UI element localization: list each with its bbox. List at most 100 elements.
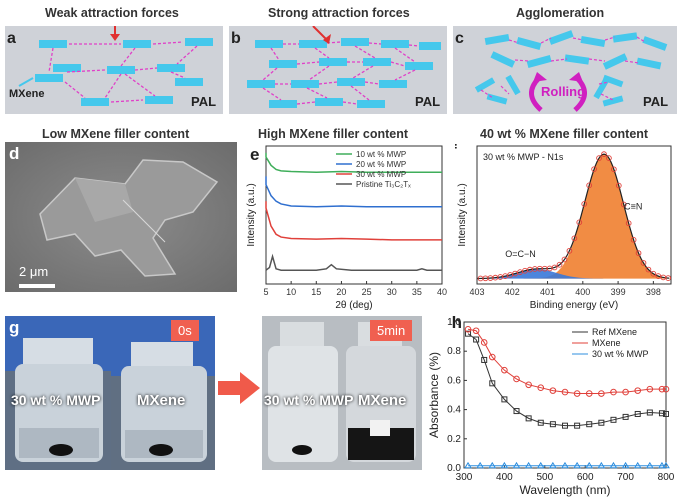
x-tick-label: 500	[536, 472, 553, 483]
data-point	[548, 461, 557, 469]
y-tick-label: 0.4	[447, 405, 461, 416]
xps-chart: 403 402 401 400 399 398 Binding energy (eV) Int…	[455, 142, 672, 310]
bottle-mwp	[5, 316, 111, 470]
absorbance-chart: 300 400 500 600 700 800 0.0 0.2 0.4 0.6 0.8 1.0 Wave…	[428, 316, 675, 497]
data-point	[488, 353, 496, 361]
mxene-flake	[357, 100, 385, 108]
data-point	[645, 266, 652, 273]
y-tick-label: 0.0	[447, 463, 461, 474]
title-agglomeration: Agglomeration	[516, 6, 605, 20]
data-point	[585, 461, 594, 469]
sem-flake	[5, 142, 237, 292]
y-axis-label: Absorbance (%)	[428, 352, 441, 438]
data-point	[561, 256, 568, 263]
legend-label: 30 wt % MWP	[356, 170, 406, 179]
mxene-flake	[405, 62, 433, 70]
x-axis-label: 2θ (deg)	[335, 300, 372, 310]
x-tick-label: 10	[286, 287, 296, 297]
data-point	[513, 408, 520, 415]
mxene-flake	[337, 78, 365, 86]
mxene-flake	[363, 58, 391, 66]
plot-frame	[476, 145, 672, 285]
legend-label: 10 wt % MWP	[356, 150, 406, 159]
photo-5min: 5min 30 wt % MWP MXene	[262, 316, 422, 470]
data-point	[562, 422, 568, 429]
data-point	[512, 270, 518, 277]
data-point	[635, 250, 642, 257]
data-point	[549, 387, 557, 394]
photo-label-mwp-5min: 30 wt % MWP	[264, 392, 354, 408]
x-tick-label: 401	[540, 287, 555, 297]
data-point	[472, 327, 480, 335]
mxene-flake	[299, 40, 327, 48]
data-point	[606, 155, 612, 161]
data-point	[551, 264, 558, 271]
data-point	[640, 260, 647, 266]
bottle-mxene	[111, 316, 215, 470]
data-point	[662, 385, 670, 393]
mxene-flake	[123, 40, 151, 48]
attraction-arrows	[262, 26, 420, 105]
mxene-flake	[185, 38, 213, 46]
data-point	[586, 421, 593, 428]
title-strong-attraction: Strong attraction forces	[268, 6, 410, 20]
photo-label-mwp-0s: 30 wt % MWP	[11, 392, 101, 408]
peak-fill	[477, 154, 671, 279]
series-line	[467, 333, 667, 427]
data-point	[650, 270, 657, 277]
data-point	[465, 330, 472, 337]
data-point	[598, 419, 605, 426]
data-point	[537, 384, 545, 391]
data-point	[507, 272, 514, 278]
legend-label: MXene	[592, 338, 621, 348]
series-line	[265, 176, 442, 208]
data-point	[610, 416, 617, 423]
data-point	[573, 390, 581, 397]
mxene-label: MXene	[9, 88, 45, 100]
x-tick-label: 400	[496, 472, 513, 483]
title-weak-attraction: Weak attraction forces	[45, 6, 179, 20]
legend-label: Ref MXene	[592, 327, 637, 337]
data-point	[665, 275, 672, 281]
mxene-flake	[175, 78, 203, 86]
x-tick-label: 403	[469, 287, 484, 297]
attraction-arrows	[18, 26, 198, 103]
peak-label-ocn: O=C−N	[505, 249, 536, 259]
x-axis-label: Wavelength (nm)	[520, 483, 611, 497]
x-tick-label: 5	[263, 287, 268, 297]
data-point	[513, 375, 520, 383]
data-point	[488, 461, 497, 469]
data-point	[525, 381, 532, 389]
photo-mxene-0s: 0s MXene	[111, 316, 215, 470]
mxene-flake	[145, 96, 173, 104]
scale-bar-label: 2 μm	[19, 264, 49, 279]
red-arrow	[218, 372, 260, 404]
data-point	[601, 151, 607, 157]
data-point	[561, 461, 569, 469]
legend-label: Pristine Ti₃C₂Tₓ	[356, 180, 411, 189]
data-point	[591, 166, 597, 173]
y-tick-label: 1.0	[447, 317, 461, 328]
mxene-flake	[107, 66, 135, 74]
rolling-label: Rolling	[541, 84, 586, 99]
series-line	[265, 152, 442, 173]
legend-label: 20 wt % MWP	[356, 160, 406, 169]
x-tick-label: 700	[617, 472, 634, 483]
panel-label-c: c	[455, 30, 464, 47]
sem-image: d 2 μm	[5, 142, 237, 292]
bottles-5min	[262, 316, 422, 470]
data-point	[556, 261, 563, 268]
mxene-flake	[53, 64, 81, 72]
fit-envelope	[476, 153, 670, 280]
data-point	[512, 461, 521, 469]
x-tick-label: 30	[387, 287, 397, 297]
x-tick-label: 399	[611, 287, 626, 297]
mxene-flake	[315, 98, 343, 106]
x-axis-label: Binding energy (eV)	[530, 300, 618, 310]
data-point	[517, 269, 523, 275]
peak-label-cn: C≡N	[624, 202, 642, 212]
data-point	[655, 273, 662, 279]
mxene-flake	[247, 80, 275, 88]
data-point	[473, 336, 480, 343]
y-tick-label: 0.8	[447, 346, 461, 357]
